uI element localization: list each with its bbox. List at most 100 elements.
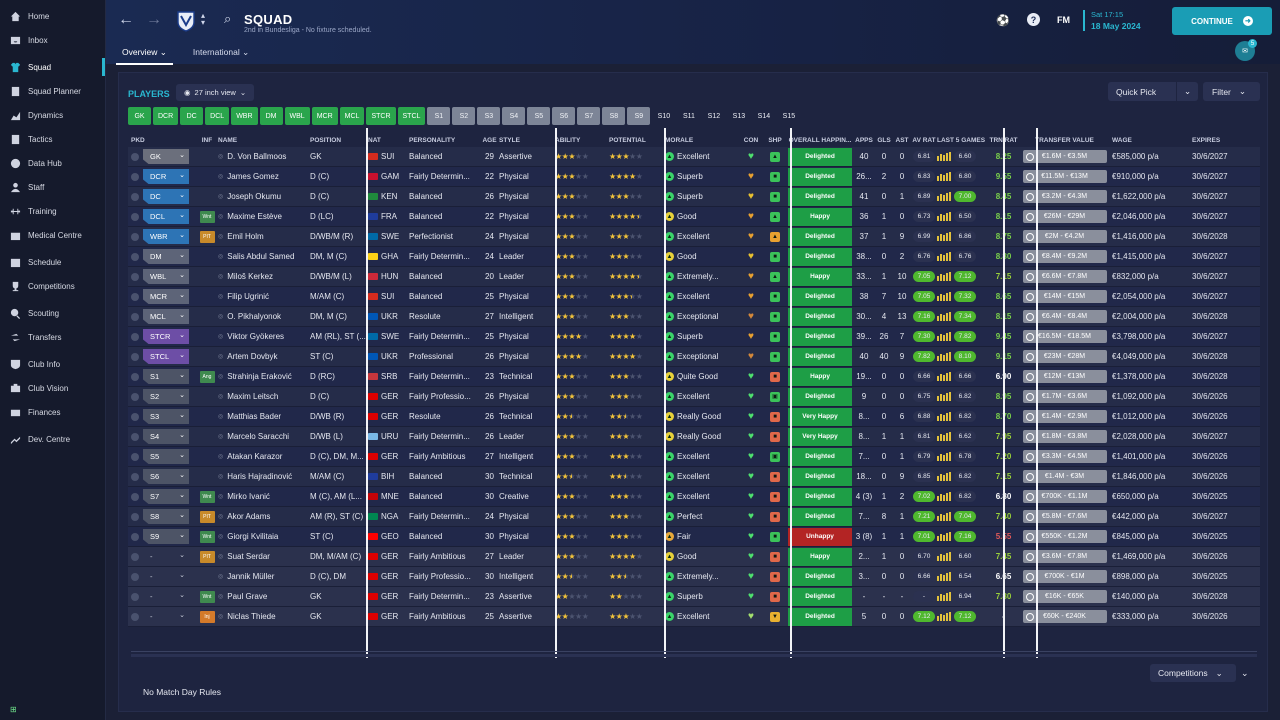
transfer-value[interactable]: €23M - €28M — [1022, 350, 1107, 363]
position-selector[interactable]: S8 ⌄ — [143, 509, 189, 524]
column-header[interactable]: NAT — [368, 136, 381, 144]
player-name[interactable]: O. Pikhalyonok — [227, 312, 282, 321]
quick-pick-button[interactable]: Quick Pick ⌄ — [1108, 82, 1198, 101]
table-row[interactable]: GK ⌄ ◎ D. Von Ballmoos GK SUI Balanced 29 Assert… — [128, 147, 1260, 167]
filter-button[interactable]: Filter ⌄ — [1203, 82, 1260, 101]
player-name[interactable]: Matthias Bader — [227, 412, 282, 421]
table-row[interactable]: - ⌄ ◎ Jannik Müller D (C), DM GER Fairly Profe… — [128, 567, 1260, 587]
column-header[interactable]: ABILITY — [555, 136, 581, 144]
happiness-badge[interactable]: Happy — [788, 367, 852, 386]
status-badge[interactable]: Inj — [199, 610, 215, 623]
transfer-value[interactable]: €700K - €1M — [1022, 570, 1107, 583]
happiness-badge[interactable]: Delighted — [788, 347, 852, 366]
table-row[interactable]: - ⌄ PIT ◎ Suat Serdar DM, M/AM (C) GER Fairly A… — [128, 547, 1260, 567]
position-chip[interactable]: S9 — [627, 107, 651, 125]
column-header[interactable]: POSITION — [310, 136, 342, 144]
position-selector[interactable]: - ⌄ — [143, 569, 189, 584]
player-name[interactable]: Maxim Leitsch — [227, 392, 279, 401]
player-name[interactable]: Jannik Müller — [227, 572, 275, 581]
table-row[interactable]: MCL ⌄ ◎ O. Pikhalyonok DM, M (C) UKR Resolute 2… — [128, 307, 1260, 327]
position-chip[interactable]: DCR — [153, 107, 179, 125]
table-row[interactable]: S4 ⌄ ◎ Marcelo Saracchi D/WB (L) URU Fairly De… — [128, 427, 1260, 447]
transfer-value[interactable]: €550K - €1.2M — [1022, 530, 1107, 543]
happiness-badge[interactable]: Delighted — [788, 227, 852, 246]
position-selector[interactable]: - ⌄ — [143, 589, 189, 604]
selection-dot[interactable] — [131, 612, 139, 621]
position-selector[interactable]: S4 ⌄ — [143, 429, 189, 444]
player-name[interactable]: D. Von Ballmoos — [227, 152, 287, 161]
selection-dot[interactable] — [131, 592, 139, 601]
position-chip[interactable]: MCR — [311, 107, 338, 125]
table-row[interactable]: STCL ⌄ ◎ Artem Dovbyk ST (C) UKR Professional 2… — [128, 347, 1260, 367]
column-header[interactable]: AST — [895, 136, 909, 144]
position-selector[interactable]: - ⌄ — [143, 609, 189, 624]
player-name[interactable]: Akor Adams — [227, 512, 271, 521]
status-badge[interactable]: Wnt — [199, 590, 215, 603]
position-chip[interactable]: DM — [259, 107, 283, 125]
tab-international[interactable]: International ⌄ — [192, 47, 250, 57]
position-chip[interactable]: WBR — [231, 107, 258, 125]
selection-dot[interactable] — [131, 472, 139, 481]
ball-icon[interactable]: ⚽ — [996, 15, 1010, 27]
sidebar-item-competitions[interactable]: Competitions — [0, 274, 105, 298]
player-name[interactable]: Atakan Karazor — [227, 452, 283, 461]
position-selector[interactable]: - ⌄ — [143, 549, 189, 564]
happiness-badge[interactable]: Delighted — [788, 307, 852, 326]
sidebar-item-scouting[interactable]: Scouting — [0, 301, 105, 325]
column-header[interactable]: AGE — [482, 136, 497, 144]
player-name[interactable]: Filip Ugrinić — [227, 292, 270, 301]
transfer-value[interactable]: €3.2M - €4.3M — [1022, 190, 1107, 203]
happiness-badge[interactable]: Very Happy — [788, 407, 852, 426]
selection-dot[interactable] — [131, 352, 139, 361]
column-header[interactable]: SHP — [768, 136, 782, 144]
help-icon[interactable]: ? — [1027, 13, 1040, 26]
position-selector[interactable]: DCR ⌄ — [143, 169, 189, 184]
happiness-badge[interactable]: Delighted — [788, 567, 852, 586]
transfer-value[interactable]: €2M - €4.2M — [1022, 230, 1107, 243]
column-header[interactable]: APPS — [855, 136, 873, 144]
position-chip[interactable]: S13 — [732, 112, 746, 120]
position-chip[interactable]: S5 — [527, 107, 551, 125]
sidebar-item-squad[interactable]: Squad — [0, 55, 105, 79]
transfer-value[interactable]: €16.5M - €18.5M — [1022, 330, 1107, 343]
transfer-value[interactable]: €1.4M - €2.9M — [1022, 410, 1107, 423]
transfer-value[interactable]: €8.4M - €9.2M — [1022, 250, 1107, 263]
selection-dot[interactable] — [131, 532, 139, 541]
position-selector[interactable]: STCR ⌄ — [143, 329, 189, 344]
sidebar-item-dynamics[interactable]: Dynamics — [0, 103, 105, 127]
sidebar-item-schedule[interactable]: Schedule — [0, 250, 105, 274]
forward-arrow-icon[interactable]: → — [146, 11, 162, 28]
transfer-value[interactable]: €3.6M - €7.8M — [1022, 550, 1107, 563]
sidebar-item-medical-centre[interactable]: Medical Centre — [0, 223, 105, 247]
table-row[interactable]: S6 ⌄ ◎ Haris Hajradinović M/AM (C) BIH Balance… — [128, 467, 1260, 487]
position-selector[interactable]: S9 ⌄ — [143, 529, 189, 544]
table-row[interactable]: - ⌄ Inj ◎ Niclas Thiede GK GER Fairly Ambitious… — [128, 607, 1260, 627]
transfer-value[interactable]: €6.6M - €7.8M — [1022, 270, 1107, 283]
column-header[interactable]: INF — [201, 136, 213, 144]
position-selector[interactable]: DM ⌄ — [143, 249, 189, 264]
sidebar-item-squad-planner[interactable]: Squad Planner — [0, 79, 105, 103]
selection-dot[interactable] — [131, 192, 139, 201]
competitions-dropdown[interactable]: Competitions ⌄ — [1150, 664, 1236, 682]
player-name[interactable]: James Gomez — [227, 172, 279, 181]
selection-dot[interactable] — [131, 492, 139, 501]
sidebar-item-training[interactable]: Training — [0, 199, 105, 223]
position-chip[interactable]: DC — [180, 107, 204, 125]
position-chip[interactable]: S8 — [602, 107, 626, 125]
selection-dot[interactable] — [131, 312, 139, 321]
happiness-badge[interactable]: Delighted — [788, 587, 852, 606]
position-selector[interactable]: MCL ⌄ — [143, 309, 189, 324]
selection-dot[interactable] — [131, 552, 139, 561]
status-badge[interactable]: Ang — [199, 370, 215, 383]
selection-dot[interactable] — [131, 252, 139, 261]
selection-dot[interactable] — [131, 292, 139, 301]
position-chip[interactable]: S7 — [577, 107, 601, 125]
status-badge[interactable]: Wnt — [199, 210, 215, 223]
happiness-badge[interactable]: Unhappy — [788, 527, 852, 546]
position-selector[interactable]: S2 ⌄ — [143, 389, 189, 404]
table-row[interactable]: STCR ⌄ ◎ Viktor Gyökeres AM (RL), ST (... SWE… — [128, 327, 1260, 347]
table-row[interactable]: MCR ⌄ ◎ Filip Ugrinić M/AM (C) SUI Balanced 25 P… — [128, 287, 1260, 307]
happiness-badge[interactable]: Delighted — [788, 447, 852, 466]
status-badge[interactable]: PIT — [199, 230, 215, 243]
table-row[interactable]: S5 ⌄ ◎ Atakan Karazor D (C), DM, M... GER Fair… — [128, 447, 1260, 467]
